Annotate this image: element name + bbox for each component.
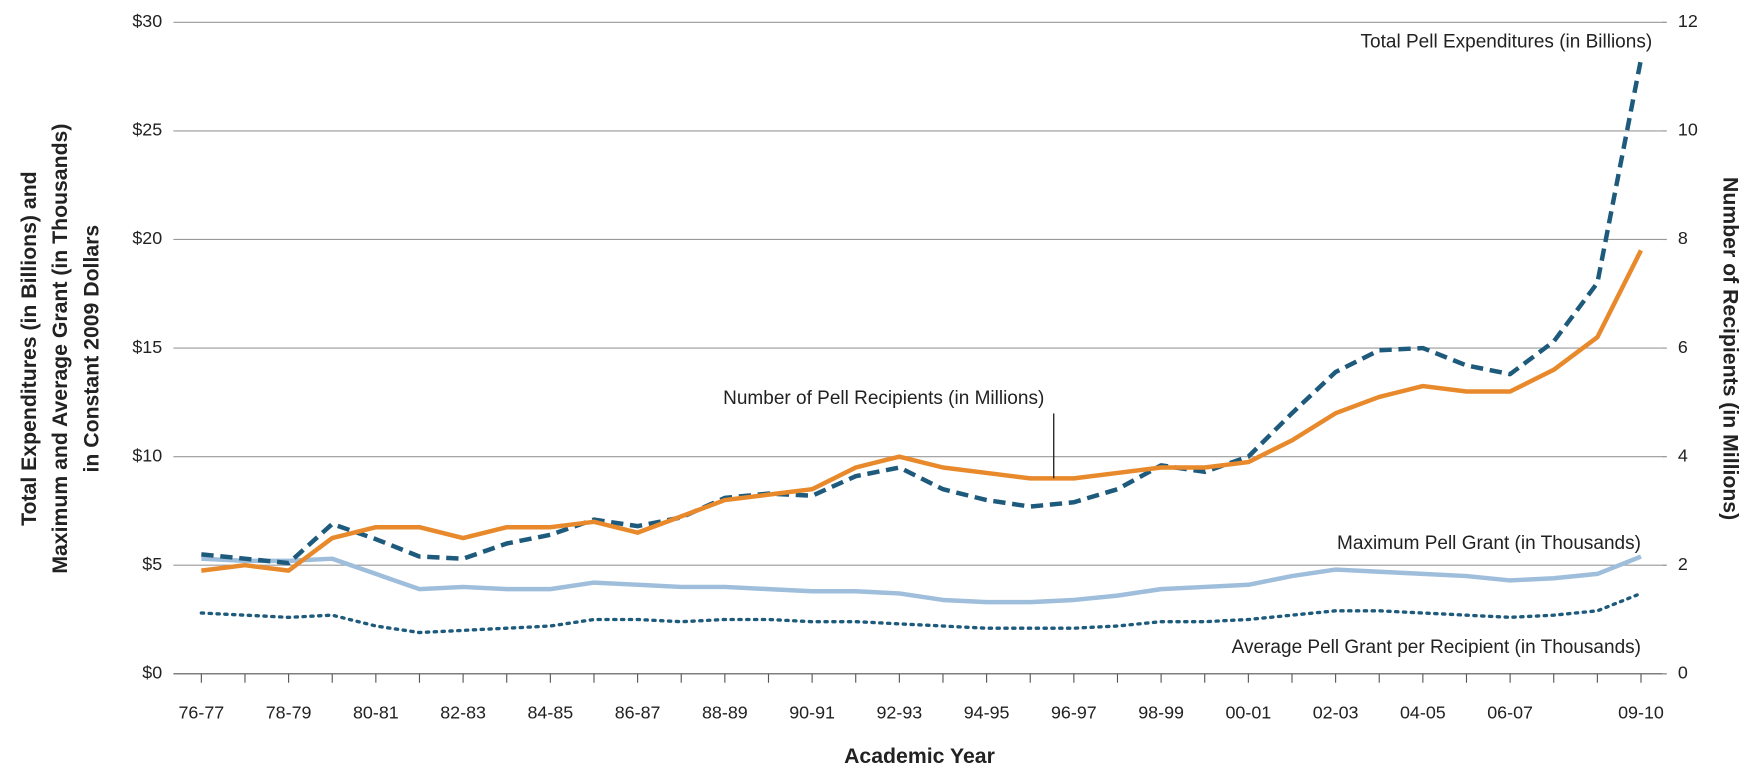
x-tick-label: 06-07 [1487, 703, 1533, 723]
series-label: Maximum Pell Grant (in Thousands) [1337, 533, 1641, 554]
x-tick-label: 84-85 [527, 703, 573, 723]
y-axis-title: Maximum and Average Grant (in Thousands) [48, 124, 72, 574]
y2-tick-label: 10 [1678, 120, 1698, 140]
x-tick-label: 78-79 [266, 703, 312, 723]
y-tick-label: $25 [132, 120, 162, 140]
y2-tick-label: 6 [1678, 337, 1688, 357]
y2-tick-label: 8 [1678, 228, 1688, 248]
x-tick-label: 88-89 [702, 703, 748, 723]
x-axis-title: Academic Year [844, 744, 995, 768]
series-line [199, 591, 1643, 635]
y2-tick-label: 12 [1678, 11, 1698, 31]
series-label: Average Pell Grant per Recipient (in Tho… [1232, 637, 1641, 658]
y-tick-label: $0 [142, 663, 162, 683]
x-tick-label: 09-10 [1618, 703, 1664, 723]
x-tick-label: 80-81 [353, 703, 399, 723]
x-tick-label: 02-03 [1313, 703, 1359, 723]
x-tick-label: 76-77 [178, 703, 224, 723]
x-tick-label: 82-83 [440, 703, 486, 723]
x-tick-label: 92-93 [876, 703, 922, 723]
series-line [201, 58, 1644, 566]
y-tick-label: $15 [132, 337, 162, 357]
x-tick-label: 86-87 [615, 703, 661, 723]
x-tick-label: 96-97 [1051, 703, 1097, 723]
y-tick-label: $30 [132, 11, 162, 31]
series-label: Number of Pell Recipients (in Millions) [723, 388, 1044, 409]
x-tick-label: 90-91 [789, 703, 835, 723]
series-line [201, 554, 1642, 605]
y2-tick-label: 0 [1678, 663, 1688, 683]
series-label: Total Pell Expenditures (in Billions) [1361, 31, 1653, 52]
y-axis-title: Total Expenditures (in Billions) and [17, 171, 41, 526]
y2-axis-title: Number of Recipients (in Millions) [1719, 177, 1743, 520]
x-tick-label: 00-01 [1225, 703, 1271, 723]
x-tick-label: 94-95 [964, 703, 1010, 723]
y-axis-title: in Constant 2009 Dollars [79, 225, 103, 473]
y2-tick-label: 2 [1678, 554, 1688, 574]
y-tick-label: $20 [132, 228, 162, 248]
y-tick-label: $10 [132, 445, 162, 465]
plot-area: $0 $5 $10 $15 $20 $25 $30 0 2 4 6 8 10 12 76-77 78-79 80… [17, 11, 1743, 768]
x-tick-label: 98-99 [1138, 703, 1184, 723]
y-tick-label: $5 [142, 554, 162, 574]
y2-tick-label: 4 [1678, 445, 1688, 465]
series-line [201, 249, 1643, 573]
x-tick-label: 04-05 [1400, 703, 1446, 723]
